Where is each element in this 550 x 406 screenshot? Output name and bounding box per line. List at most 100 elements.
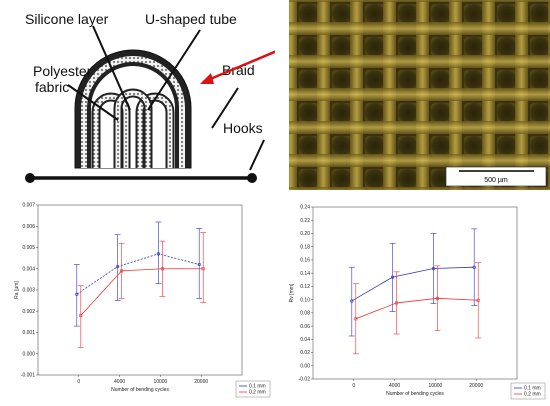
y-tick-label: 0.001	[22, 330, 35, 336]
label-silicone-layer: Silicone layer	[25, 11, 109, 27]
y-tick-label: 0.16	[300, 258, 310, 264]
mesh-opening	[497, 136, 517, 156]
mesh-opening	[299, 103, 319, 123]
scale-bar-label: 500 µm	[484, 177, 508, 184]
y-tick-label: 0.24	[300, 205, 310, 211]
y-tick-label: 0.08	[300, 311, 310, 317]
mesh-opening	[431, 136, 451, 156]
data-point	[120, 269, 124, 273]
braid-fiber-horizontal	[289, 121, 550, 134]
data-point	[79, 314, 83, 318]
mesh-opening	[299, 136, 319, 156]
x-tick-label: 10000	[153, 379, 167, 385]
legend-label: 0.1 mm	[249, 384, 266, 390]
data-point	[115, 265, 120, 269]
plot-area	[37, 204, 243, 376]
chart-rv: -0.02 0.00 0.02 0.04 0.06 0.08 0.10 0.12 0.14 0.1…	[275, 199, 550, 401]
mesh-opening	[332, 4, 352, 24]
label-hooks: Hooks	[223, 120, 263, 136]
y-tick-label: 0.06	[300, 324, 310, 330]
tube-schematic: Silicone layer U-shaped tube Polyester f…	[0, 0, 288, 195]
legend-box	[235, 380, 271, 398]
y-tick-label: 0.02	[300, 350, 310, 356]
y-tick-label: 0.007	[22, 203, 35, 209]
data-point	[431, 266, 435, 271]
mesh-opening	[497, 70, 517, 90]
mesh-opening	[398, 103, 418, 123]
label-fabric: fabric	[35, 79, 69, 95]
mesh-opening	[431, 4, 451, 24]
y-tick-label: 0.002	[22, 309, 35, 315]
chart-rv-svg: -0.02 0.00 0.02 0.04 0.06 0.08 0.10 0.12 0.14 0.1…	[289, 205, 546, 400]
y-tick-label: 0.20	[300, 231, 310, 237]
hook-right	[247, 173, 257, 183]
mesh-opening	[332, 169, 352, 189]
x-axis-label: Number of bending cycles	[111, 387, 169, 393]
x-axis-label: Number of bending cycles	[386, 391, 444, 397]
data-point	[160, 267, 164, 271]
data-point	[197, 262, 201, 267]
y-tick-label: 0.006	[22, 224, 35, 230]
mesh-opening	[431, 37, 451, 57]
data-point	[75, 292, 79, 296]
label-braid: Braid	[222, 62, 255, 78]
mesh-opening	[497, 4, 517, 24]
mesh-opening	[431, 70, 451, 90]
x-tick-label: 0	[352, 383, 355, 389]
braid-fiber-horizontal	[289, 55, 550, 68]
y-axis-label: Rv [mm]	[289, 283, 295, 302]
label-u-shaped-tube: U-shaped tube	[145, 11, 237, 27]
mesh-opening	[530, 4, 550, 24]
legend-label: 0.1 mm	[524, 386, 541, 392]
mesh-opening	[299, 4, 319, 24]
mesh-opening	[464, 70, 484, 90]
mesh-opening	[431, 103, 451, 123]
y-tick-label: 0.14	[300, 271, 310, 277]
y-tick-label: 0.004	[22, 266, 35, 272]
hook-left	[25, 173, 35, 183]
data-point	[435, 296, 439, 300]
mesh-opening	[497, 103, 517, 123]
legend-label: 0.2 mm	[249, 390, 266, 396]
y-tick-label: -0.001	[21, 373, 35, 379]
y-tick-label: 0.22	[300, 218, 310, 224]
mesh-opening	[332, 37, 352, 57]
mesh-opening	[299, 70, 319, 90]
mesh-opening	[464, 37, 484, 57]
data-point	[354, 317, 358, 321]
data-point	[472, 265, 476, 269]
y-tick-label: 0.000	[22, 351, 35, 357]
mesh-opening	[530, 70, 550, 90]
braid-fiber-horizontal	[289, 22, 550, 35]
chart-ra-svg: -0.001 0.000 0.001 0.002 0.003 0.004 0.005 0.00…	[14, 203, 271, 398]
y-tick-label: 0.12	[300, 284, 310, 290]
data-point	[390, 275, 395, 279]
mesh-opening	[464, 103, 484, 123]
mesh-opening	[365, 103, 385, 123]
mesh-opening	[398, 70, 418, 90]
series-line	[76, 253, 200, 295]
y-tick-label: 0.04	[300, 337, 310, 343]
mesh-opening	[299, 37, 319, 57]
y-tick-label: 0.10	[300, 297, 310, 303]
mesh-opening	[530, 37, 550, 57]
x-tick-label: 0	[77, 379, 80, 385]
y-axis-label: Ra [μm]	[14, 281, 20, 299]
x-tick-label: 4000	[389, 383, 400, 389]
x-tick-label: 20000	[469, 383, 483, 389]
mesh-opening	[398, 37, 418, 57]
plot-area	[312, 206, 518, 380]
braid-fiber-horizontal	[289, 187, 550, 200]
x-tick-label: 10000	[428, 383, 442, 389]
mesh-opening	[365, 136, 385, 156]
data-point	[476, 298, 480, 302]
mesh-opening	[398, 169, 418, 189]
mesh-opening	[332, 70, 352, 90]
mesh-opening	[365, 169, 385, 189]
y-tick-label: 0.00	[300, 363, 310, 369]
mesh-opening	[398, 4, 418, 24]
data-point	[156, 252, 160, 256]
braid-fiber-horizontal	[289, 88, 550, 101]
mesh-opening	[464, 136, 484, 156]
chart-ra: -0.001 0.000 0.001 0.002 0.003 0.004 0.005 0.00…	[0, 199, 275, 401]
